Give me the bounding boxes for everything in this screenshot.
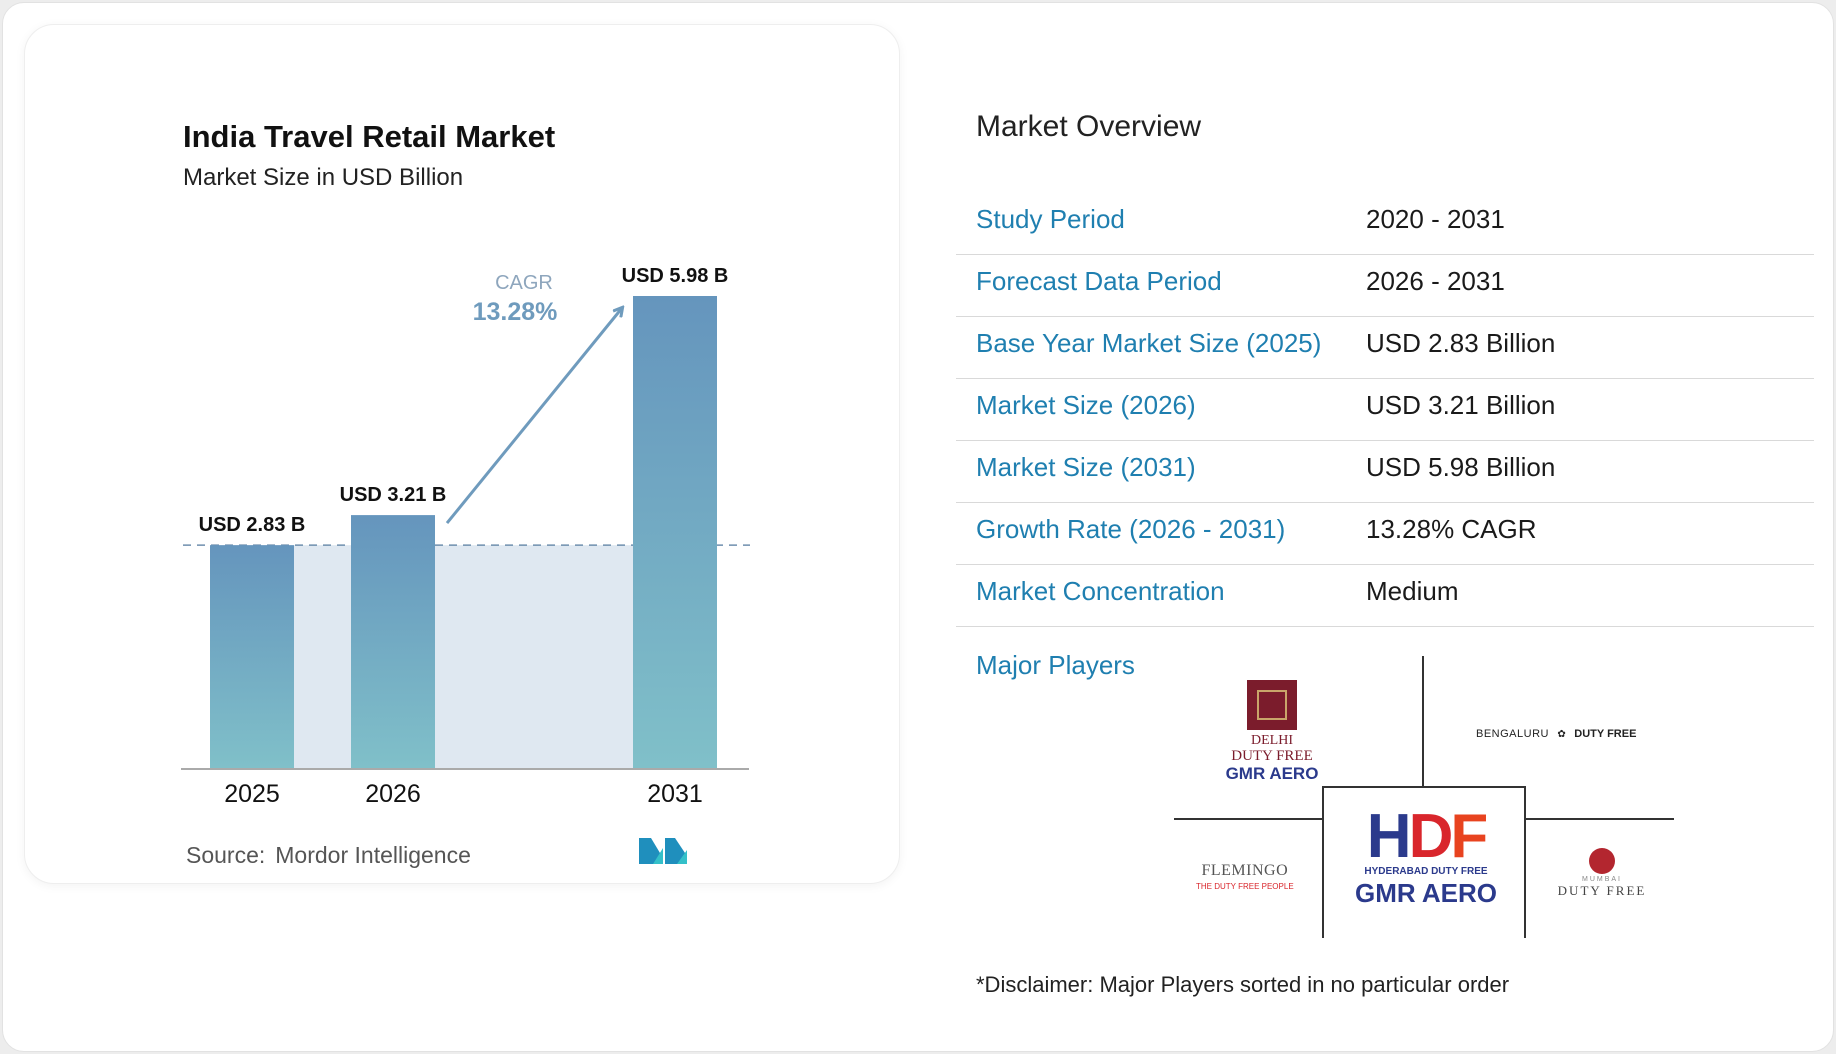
- x-tick-2025: 2025: [224, 780, 280, 808]
- data-label-2026: USD 3.21 B: [340, 484, 447, 506]
- delhi-line3: GMR AERO: [1225, 764, 1319, 783]
- overview-row-base-year-size: Base Year Market Size (2025) USD 2.83 Bi…: [956, 316, 1814, 379]
- cagr-arrow: [445, 308, 622, 525]
- data-label-2025: USD 2.83 B: [199, 514, 306, 536]
- row-value: USD 2.83 Billion: [1366, 328, 1556, 358]
- row-value: 2026 - 2031: [1366, 266, 1505, 296]
- row-value: 2020 - 2031: [1366, 204, 1505, 234]
- hdf-mark: HDF: [1366, 802, 1488, 871]
- overview-row-growth-rate: Growth Rate (2026 - 2031) 13.28% CAGR: [956, 502, 1814, 565]
- flemingo-logo: FLEMINGO THE DUTY FREE PEOPLE: [1196, 862, 1294, 891]
- row-label: Market Size (2026): [976, 390, 1196, 420]
- players-box-left: [1322, 786, 1324, 938]
- overview-row-market-size-2031: Market Size (2031) USD 5.98 Billion: [956, 440, 1814, 503]
- overview-row-study-period: Study Period 2020 - 2031: [956, 192, 1814, 255]
- overview-row-forecast-period: Forecast Data Period 2026 - 2031: [956, 254, 1814, 317]
- flemingo-name: FLEMINGO: [1201, 862, 1289, 879]
- players-divider-vertical-top: [1422, 656, 1424, 786]
- bar-chart: USD 2.83 B 2025 USD 3.21 B 2026 USD 5.98 B 20…: [181, 265, 750, 808]
- delhi-line1: DELHI: [1251, 733, 1293, 748]
- mordor-intelligence-logo-icon: [639, 838, 687, 864]
- bar-2025: [210, 545, 294, 769]
- x-tick-2026: 2026: [365, 780, 421, 808]
- mumbai-tag: DUTY FREE: [1557, 883, 1647, 898]
- row-label: Base Year Market Size (2025): [976, 328, 1322, 358]
- row-value: USD 3.21 Billion: [1366, 390, 1556, 420]
- cagr-value: 13.28%: [473, 298, 558, 326]
- bengaluru-tag: DUTY FREE: [1574, 728, 1637, 740]
- row-value: Medium: [1366, 576, 1459, 606]
- mumbai-city: MUMBAI: [1582, 876, 1622, 883]
- bar-2031: [633, 296, 717, 769]
- chart-subtitle: Market Size in USD Billion: [183, 164, 464, 191]
- players-divider-left: [1174, 818, 1322, 820]
- hdf-line1: HYDERABAD DUTY FREE: [1364, 866, 1488, 877]
- bengaluru-city: BENGALURU: [1476, 728, 1549, 740]
- mumbai-emblem-icon: [1589, 848, 1615, 874]
- row-label: Study Period: [976, 204, 1125, 234]
- players-box-right: [1524, 786, 1526, 938]
- disclaimer: *Disclaimer: Major Players sorted in no …: [976, 972, 1510, 997]
- hyderabad-duty-free-logo: HDF HYDERABAD DUTY FREE GMR AERO: [1340, 802, 1512, 909]
- delhi-line2: DUTY FREE: [1231, 748, 1313, 764]
- players-box-top: [1322, 786, 1526, 788]
- players-divider-right: [1526, 818, 1674, 820]
- major-players-label: Major Players: [976, 650, 1135, 680]
- flemingo-tag: THE DUTY FREE PEOPLE: [1196, 882, 1294, 891]
- delhi-bag-icon: [1247, 680, 1297, 730]
- overview-row-market-concentration: Market Concentration Medium: [956, 564, 1814, 627]
- row-label: Forecast Data Period: [976, 266, 1222, 296]
- chart-title: India Travel Retail Market: [183, 119, 556, 154]
- mumbai-duty-free-logo: MUMBAI DUTY FREE: [1556, 848, 1648, 899]
- hdf-line2: GMR AERO: [1354, 878, 1498, 908]
- overview-row-market-size-2026: Market Size (2026) USD 3.21 Billion: [956, 378, 1814, 441]
- row-label: Growth Rate (2026 - 2031): [976, 514, 1286, 544]
- row-label: Market Concentration: [976, 576, 1225, 606]
- cagr-label: CAGR: [495, 272, 553, 294]
- bar-2026: [351, 515, 435, 769]
- data-label-2031: USD 5.98 B: [622, 265, 729, 287]
- row-value: USD 5.98 Billion: [1366, 452, 1556, 482]
- row-value: 13.28% CAGR: [1366, 514, 1537, 544]
- x-tick-2031: 2031: [647, 780, 703, 808]
- source-line: Source: Mordor Intelligence: [186, 842, 471, 869]
- overview-title: Market Overview: [976, 110, 1202, 143]
- row-label: Market Size (2031): [976, 452, 1196, 482]
- delhi-duty-free-logo: DELHI DUTY FREE GMR AERO: [1218, 680, 1326, 784]
- bengaluru-duty-free-logo: BENGALURU ✿ DUTY FREE: [1476, 724, 1636, 742]
- bengaluru-star-icon: ✿: [1557, 729, 1566, 740]
- source-name: Mordor Intelligence: [275, 842, 471, 868]
- source-label: Source:: [186, 842, 266, 868]
